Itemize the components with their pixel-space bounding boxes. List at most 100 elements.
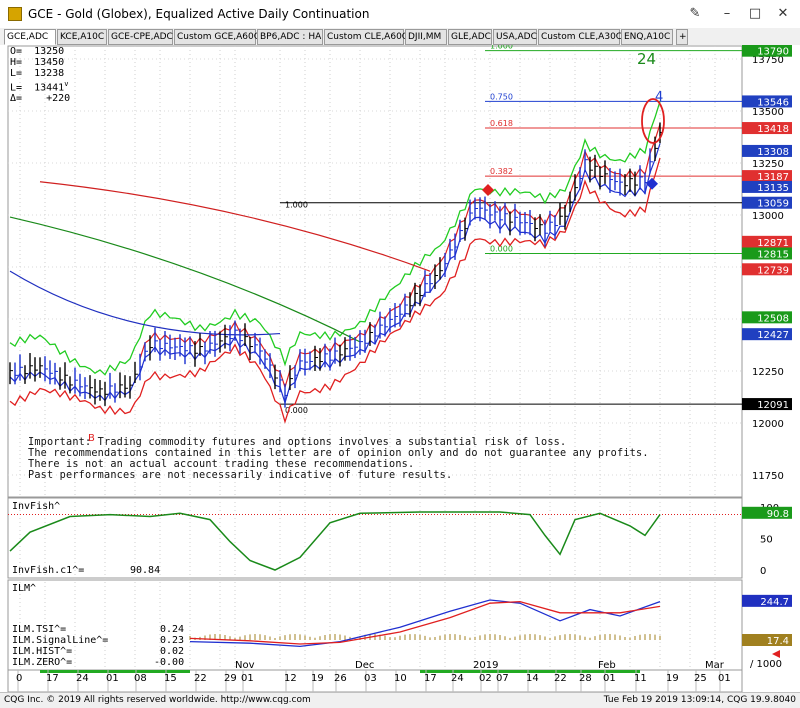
- ilm-tsi-tag: [742, 594, 792, 607]
- time-axis-day-label: 0: [16, 673, 22, 684]
- red-diamond-marker: [482, 184, 494, 197]
- time-axis-day-label: 08: [134, 673, 147, 684]
- ilm-signal-label: ILM.SignalLine^=: [12, 635, 109, 646]
- blue-diamond-marker: [646, 177, 658, 190]
- price-tag-label: 12091: [757, 400, 789, 411]
- bar-count-label: 24: [637, 50, 656, 68]
- time-axis-day-label: 19: [311, 673, 324, 684]
- disclaimer-text: Important: Trading commodity futures and…: [28, 437, 748, 481]
- window-title: GCE - Gold (Globex), Equalized Active Da…: [28, 7, 370, 21]
- upper-band-line: [9, 101, 661, 376]
- chart-tab-strip: GCE,ADC KCE,A10C GCE-CPE,ADC Custom GCE,A60…: [0, 28, 800, 46]
- chart-tab[interactable]: KCE,A10C: [57, 29, 107, 45]
- ilm-pane-frame: [7, 579, 743, 671]
- time-axis-month-label: 2019: [473, 660, 498, 671]
- ilm-title: ILM^: [12, 583, 37, 594]
- time-axis-day-label: 24: [451, 673, 464, 684]
- ilm-tsi-tag-label: 244.7: [760, 597, 789, 608]
- time-axis-day-label: 17: [46, 673, 59, 684]
- ilm-signal-line: [189, 600, 661, 645]
- ilm-tsi-line: [189, 599, 661, 648]
- price-axis-label: 13250: [752, 159, 784, 170]
- time-axis-day-label: 28: [579, 673, 592, 684]
- edit-icon[interactable]: ✎: [689, 6, 701, 21]
- chart-area[interactable]: 1375013500132501300012750125001225012000…: [0, 42, 800, 693]
- time-axis-day-label: 19: [666, 673, 679, 684]
- time-axis-highlight: [420, 670, 640, 673]
- time-axis-day-label: 01: [718, 673, 731, 684]
- main-pane-frame: [7, 45, 743, 498]
- chart-tab[interactable]: Custom CLE,A60C: [324, 29, 408, 45]
- ilm-hist-value: 0.02: [160, 646, 185, 657]
- time-axis-month-label: Dec: [355, 660, 374, 671]
- chart-tab[interactable]: GLE,ADC: [448, 29, 492, 45]
- price-tag: [742, 311, 792, 324]
- chart-tab[interactable]: Custom CLE,A30C: [538, 29, 622, 45]
- invfish-tag-label: 90.8: [767, 509, 789, 520]
- chart-tab[interactable]: DJII,MM: [405, 29, 447, 45]
- chart-tab[interactable]: GCE,ADC: [4, 29, 56, 45]
- fib-anchor-high-label: 1.000: [285, 201, 308, 210]
- disclaimer-line: The recommendations contained in this le…: [28, 448, 649, 459]
- price-tag-label: 12871: [757, 238, 789, 249]
- time-axis-month-label: Mar: [705, 660, 725, 671]
- time-axis-highlight: [40, 670, 190, 673]
- price-tag: [742, 44, 792, 57]
- status-timestamp: Tue Feb 19 2019 13:09:14, CQG 19.9.8040: [603, 695, 796, 705]
- time-axis-day-label: 24: [76, 673, 89, 684]
- time-axis-month-label: Feb: [598, 660, 616, 671]
- chart-tab[interactable]: ENQ,A10C: [621, 29, 673, 45]
- price-tag: [742, 170, 792, 183]
- price-tag: [742, 122, 792, 135]
- fib-level-label: 1.000: [490, 45, 513, 51]
- invfish-axis-label: 50: [760, 535, 773, 546]
- add-tab-button[interactable]: +: [676, 29, 688, 45]
- ilm-tsi-label: ILM.TSI^=: [12, 624, 67, 635]
- fib-level-label: 0.000: [490, 244, 513, 253]
- ilm-tsi-value: 0.24: [160, 624, 185, 635]
- chart-tab[interactable]: Custom GCE,A60C: [174, 29, 260, 45]
- price-tag: [742, 196, 792, 209]
- price-axis-label: 13000: [752, 211, 784, 222]
- invfish-title: InvFish^: [12, 501, 61, 512]
- chart-tab[interactable]: BP6,ADC : HA: [257, 29, 323, 45]
- maximize-button[interactable]: □: [748, 6, 762, 21]
- long-moving-average-green: [9, 216, 361, 343]
- price-tag: [742, 247, 792, 260]
- price-axis-label: 12000: [752, 419, 784, 430]
- time-axis-day-label: 07: [496, 673, 509, 684]
- price-tag-label: 13187: [757, 172, 789, 183]
- price-chart[interactable]: 1375013500132501300012750125001225012000…: [0, 42, 800, 693]
- quote-low: L= 13238: [10, 68, 65, 79]
- price-tag: [742, 328, 792, 341]
- lower-band-line: [9, 157, 661, 424]
- chart-tab[interactable]: USA,ADC: [493, 29, 537, 45]
- close-button[interactable]: ✕: [777, 6, 789, 21]
- invfish-line: [9, 511, 661, 571]
- time-axis-day-label: 01: [106, 673, 119, 684]
- price-axis-label: 12250: [752, 367, 784, 378]
- minimize-button[interactable]: –: [723, 6, 731, 21]
- time-axis-day-label: 14: [526, 673, 539, 684]
- ilm-zero-value: -0.00: [154, 657, 185, 668]
- price-tag-label: 13790: [757, 47, 789, 58]
- invfish-tag: [742, 506, 792, 519]
- ilm-hist-tag: [742, 634, 792, 646]
- invfish-axis-label: 0: [760, 566, 766, 577]
- invfish-pane-frame: [7, 497, 743, 579]
- quote-last: L= 13441v: [10, 79, 70, 93]
- price-tag-label: 12815: [757, 249, 789, 260]
- fib-level-label: 0.382: [490, 167, 513, 176]
- price-tag-label: 13308: [757, 147, 789, 158]
- disclaimer-line: Past performances are not necessarily in…: [28, 470, 453, 481]
- ilm-signal-value: 0.23: [160, 635, 185, 646]
- price-tag-label: 12508: [757, 313, 789, 324]
- chart-tab[interactable]: GCE-CPE,ADC: [108, 29, 173, 45]
- price-tag: [742, 235, 792, 248]
- quote-change: Δ= +220: [10, 93, 71, 105]
- time-axis-day-label: 17: [424, 673, 437, 684]
- quote-box: O= 13250 H= 13450 L= 13238 L= 13441v Δ= …: [10, 46, 70, 104]
- status-bar: CQG Inc. © 2019 All rights reserved worl…: [0, 692, 800, 708]
- top-highlight-ellipse: [641, 98, 665, 144]
